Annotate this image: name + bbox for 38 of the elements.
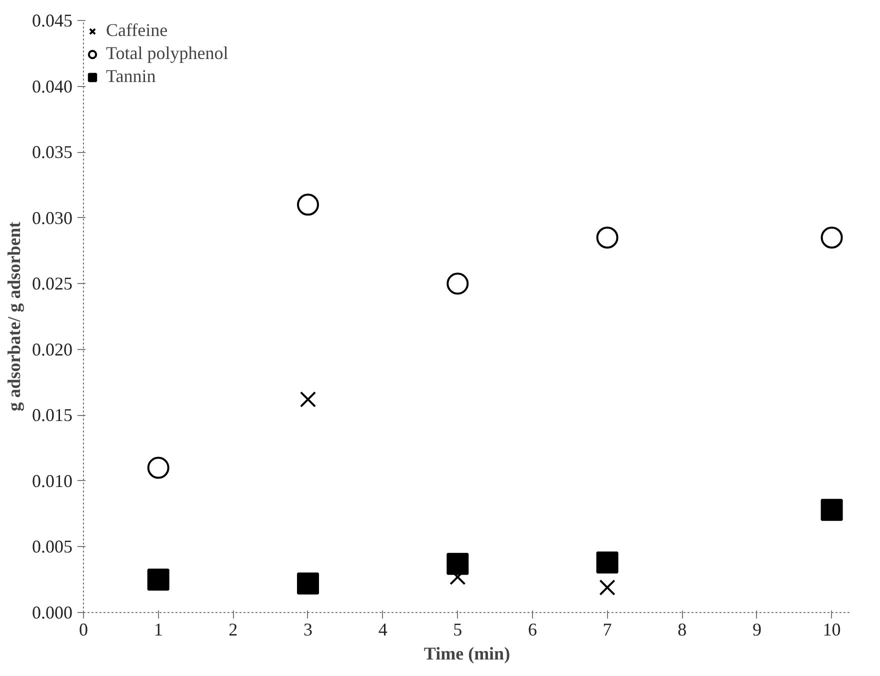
x-tick-label: 3 [303,620,312,640]
point [296,572,319,595]
legend-label: Tannin [106,66,156,87]
y-axis-title: g adsorbate/ g adsorbent [4,222,24,412]
point [820,498,843,521]
legend-label: Caffeine [106,20,168,41]
y-tick-label: 0.000 [32,602,72,622]
y-tick-label: 0.035 [32,142,72,162]
x-axis-title: Time (min) [424,644,510,664]
y-tick-label: 0.045 [32,10,72,30]
point [446,272,469,295]
point [446,552,469,575]
x-tick-label: 4 [378,620,388,640]
x-tick-label: 9 [752,620,762,640]
point [300,391,316,408]
y-tick-label: 0.020 [32,339,72,360]
point [596,552,618,574]
point [599,579,616,596]
point [147,456,170,479]
point [820,226,843,249]
y-tick-label: 0.010 [32,470,72,491]
point [296,194,319,216]
x-tick-label: 5 [453,620,462,640]
point [147,568,170,591]
x-tick-label: 1 [154,620,163,640]
y-tick-label: 0.030 [32,208,72,228]
x-tick-label: 8 [678,620,687,640]
point [596,226,618,249]
y-tick-label: 0.015 [32,405,72,426]
legend-label: Total polyphenol [106,43,228,64]
x-tick-label: 2 [228,620,238,640]
x-tick-label: 7 [602,620,612,640]
y-tick-label: 0.005 [32,536,72,557]
y-tick-label: 0.040 [32,76,72,96]
x-tick-label: 0 [79,620,88,640]
x-tick-label: 10 [822,620,841,640]
x-tick-label: 6 [528,620,537,640]
y-tick-label: 0.025 [32,274,72,294]
